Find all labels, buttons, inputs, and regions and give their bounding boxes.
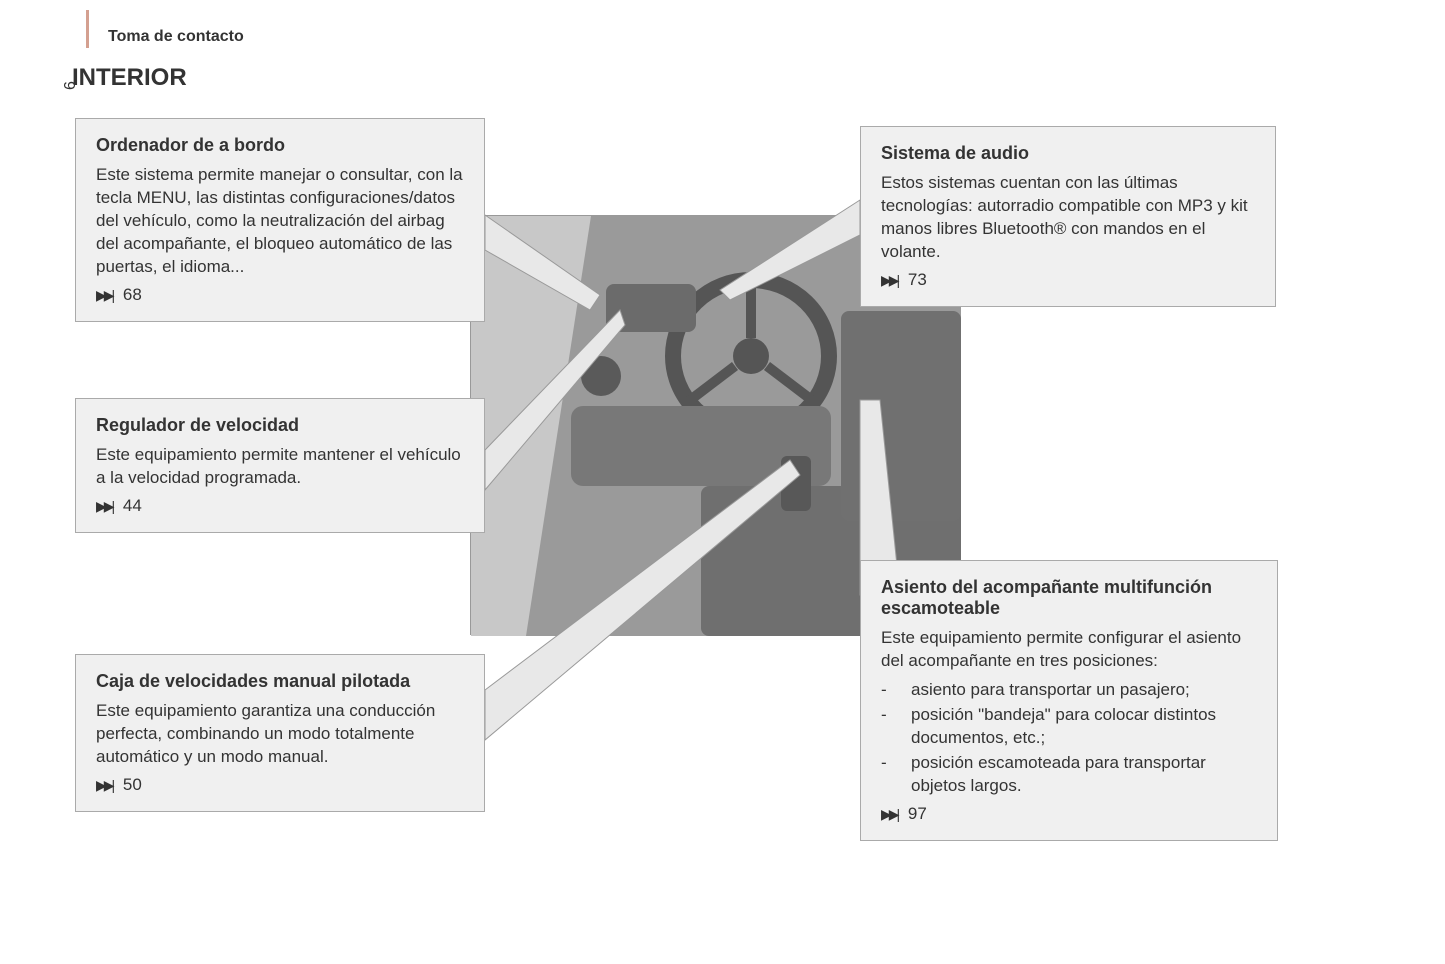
callout-list: -asiento para transportar un pasajero; -…: [881, 679, 1257, 798]
list-item: -posición "bandeja" para colocar distint…: [881, 704, 1257, 750]
ref-number: 97: [908, 804, 927, 823]
ref-number: 50: [123, 775, 142, 794]
page-reference: ▶▶| 68: [96, 285, 464, 305]
forward-icon: ▶▶|: [96, 777, 112, 794]
callout-speed-regulator: Regulador de velocidad Este equipamiento…: [75, 398, 485, 533]
callout-body: Este equipamiento permite mantener el ve…: [96, 444, 464, 490]
forward-icon: ▶▶|: [96, 498, 112, 515]
accent-bar: [86, 10, 89, 48]
callout-title: Ordenador de a bordo: [96, 135, 464, 156]
callout-gearbox: Caja de velocidades manual pilotada Este…: [75, 654, 485, 812]
page-reference: ▶▶| 73: [881, 270, 1255, 290]
page-reference: ▶▶| 97: [881, 804, 1257, 824]
callout-title: Caja de velocidades manual pilotada: [96, 671, 464, 692]
callout-onboard-computer: Ordenador de a bordo Este sistema permit…: [75, 118, 485, 322]
callout-title: Sistema de audio: [881, 143, 1255, 164]
callout-body: Este sistema permite manejar o consultar…: [96, 164, 464, 279]
ref-number: 44: [123, 496, 142, 515]
callout-audio-system: Sistema de audio Estos sistemas cuentan …: [860, 126, 1276, 307]
callout-title: Regulador de velocidad: [96, 415, 464, 436]
forward-icon: ▶▶|: [881, 272, 897, 289]
section-label: Toma de contacto: [108, 28, 244, 46]
list-item: -asiento para transportar un pasajero;: [881, 679, 1257, 702]
callout-body: Este equipamiento garantiza una conducci…: [96, 700, 464, 769]
forward-icon: ▶▶|: [881, 806, 897, 823]
callout-passenger-seat: Asiento del acompañante multifunción esc…: [860, 560, 1278, 841]
page-reference: ▶▶| 44: [96, 496, 464, 516]
page-reference: ▶▶| 50: [96, 775, 464, 795]
callout-title: Asiento del acompañante multifunción esc…: [881, 577, 1257, 619]
callout-body: Este equipamiento permite configurar el …: [881, 627, 1257, 673]
callout-body: Estos sistemas cuentan con las últimas t…: [881, 172, 1255, 264]
forward-icon: ▶▶|: [96, 287, 112, 304]
page-title: INTERIOR: [72, 64, 187, 92]
ref-number: 68: [123, 285, 142, 304]
ref-number: 73: [908, 270, 927, 289]
list-item: -posición escamoteada para transportar o…: [881, 752, 1257, 798]
